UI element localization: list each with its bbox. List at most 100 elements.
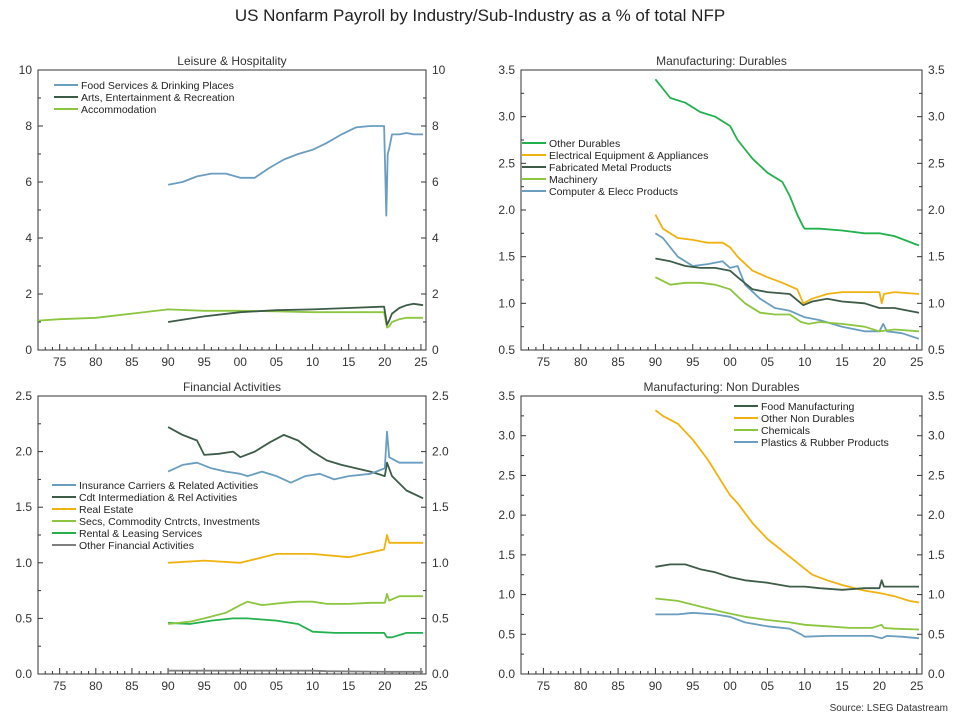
y-tick-label-right: 4 xyxy=(432,231,439,245)
y-tick-label-left: 1.5 xyxy=(498,250,515,264)
x-tick-label: 85 xyxy=(125,355,139,369)
x-tick-label: 00 xyxy=(723,355,737,369)
y-tick-label-right: 2.5 xyxy=(432,389,449,403)
legend-label: Fabricated Metal Products xyxy=(549,162,672,174)
y-tick-label-left: 0.5 xyxy=(498,343,515,357)
series-line-1 xyxy=(167,430,424,484)
series-line-2 xyxy=(654,214,920,305)
y-tick-label-right: 1.5 xyxy=(928,250,945,264)
chart-panel-3: Financial Activities 75 80 85 90 95 00 05 10 15 20… xyxy=(15,380,449,693)
x-tick-label: 05 xyxy=(761,355,775,369)
y-tick-label-right: 3.5 xyxy=(928,389,945,403)
x-tick-label: 90 xyxy=(649,355,663,369)
y-tick-label-left: 1.5 xyxy=(15,500,32,514)
series-line-2 xyxy=(167,302,424,326)
x-tick-label: 00 xyxy=(234,679,248,693)
y-tick-label-right: 0.5 xyxy=(432,611,449,625)
series-line-2 xyxy=(654,409,920,604)
y-tick-label-left: 2.5 xyxy=(498,468,515,482)
x-tick-label: 05 xyxy=(270,679,284,693)
y-tick-label-left: 1.0 xyxy=(498,296,515,310)
x-tick-label: 90 xyxy=(161,679,175,693)
panel-title: Leisure & Hospitality xyxy=(177,54,286,68)
series-line-3 xyxy=(655,257,920,314)
chart-panel-4: Manufacturing: Non Durables 75 80 85 90 95 00 0… xyxy=(498,380,945,693)
y-tick-label-right: 10 xyxy=(432,63,446,77)
y-tick-label-left: 4 xyxy=(25,231,32,245)
y-tick-label-left: 0 xyxy=(25,343,32,357)
y-tick-label-right: 6 xyxy=(432,175,439,189)
panel-title: Manufacturing: Non Durables xyxy=(643,380,799,394)
y-tick-label-left: 3.5 xyxy=(498,389,515,403)
series-line-3 xyxy=(168,534,424,564)
x-tick-label: 85 xyxy=(611,355,625,369)
legend-label: Accommodation xyxy=(81,104,156,116)
y-tick-label-left: 0.5 xyxy=(498,627,515,641)
y-tick-label-right: 2.0 xyxy=(432,445,449,459)
panel-title: Manufacturing: Durables xyxy=(656,54,787,68)
y-tick-label-right: 3.0 xyxy=(928,429,945,443)
y-tick-label-left: 6 xyxy=(25,175,32,189)
y-tick-label-right: 2 xyxy=(432,287,439,301)
x-tick-label: 05 xyxy=(761,679,775,693)
y-tick-label-right: 1.0 xyxy=(928,588,945,602)
x-tick-label: 10 xyxy=(306,355,320,369)
y-tick-label-right: 1.0 xyxy=(432,556,449,570)
y-tick-label-right: 1.5 xyxy=(432,500,449,514)
legend-label: Rental & Leasing Services xyxy=(79,528,202,540)
x-tick-label: 20 xyxy=(873,679,887,693)
legend-label: Electrical Equipment & Appliances xyxy=(549,150,708,162)
x-tick-label: 10 xyxy=(798,355,812,369)
y-tick-label-left: 3.0 xyxy=(498,110,515,124)
x-tick-label: 10 xyxy=(306,679,320,693)
x-tick-label: 25 xyxy=(910,355,924,369)
x-tick-label: 95 xyxy=(686,355,700,369)
x-tick-label: 90 xyxy=(161,355,175,369)
y-tick-label-right: 1.5 xyxy=(928,548,945,562)
series-line-1 xyxy=(654,78,920,247)
y-tick-label-left: 2.0 xyxy=(498,203,515,217)
y-tick-label-left: 1.0 xyxy=(15,556,32,570)
legend-label: Real Estate xyxy=(79,504,133,516)
x-tick-label: 00 xyxy=(723,679,737,693)
legend-label: Chemicals xyxy=(761,425,810,437)
series-line-4 xyxy=(168,593,424,625)
x-tick-label: 90 xyxy=(649,679,663,693)
y-tick-label-left: 1.5 xyxy=(498,548,515,562)
y-tick-label-right: 0.0 xyxy=(928,667,945,681)
legend-label: Insurance Carriers & Related Activities xyxy=(79,480,258,492)
y-tick-label-left: 1.0 xyxy=(498,588,515,602)
y-tick-label-left: 3.0 xyxy=(498,429,515,443)
y-tick-label-left: 0.0 xyxy=(15,667,32,681)
x-tick-label: 95 xyxy=(198,679,212,693)
chart-panel-2: Manufacturing: Durables 75 80 85 90 95 00 05 10 1… xyxy=(498,54,945,369)
x-tick-label: 25 xyxy=(414,679,428,693)
y-tick-label-right: 8 xyxy=(432,119,439,133)
legend-label: Plastics & Rubber Products xyxy=(761,437,889,449)
x-tick-label: 20 xyxy=(873,355,887,369)
y-tick-label-right: 2.0 xyxy=(928,203,945,217)
legend-label: Secs, Commodity Cntrcts, Investments xyxy=(79,516,260,528)
y-tick-label-left: 2.5 xyxy=(498,156,515,170)
series-line-5 xyxy=(168,617,424,639)
x-tick-label: 25 xyxy=(910,679,924,693)
y-tick-label-left: 8 xyxy=(25,119,32,133)
plot-frame xyxy=(520,69,923,351)
panel-title: Financial Activities xyxy=(183,380,281,394)
x-tick-label: 75 xyxy=(537,679,551,693)
x-tick-label: 85 xyxy=(611,679,625,693)
series-line-4 xyxy=(655,611,920,640)
legend-label: Food Services & Drinking Places xyxy=(81,80,234,92)
x-tick-label: 75 xyxy=(53,679,67,693)
x-tick-label: 15 xyxy=(835,355,849,369)
x-tick-label: 95 xyxy=(198,355,212,369)
x-tick-label: 15 xyxy=(342,679,356,693)
y-tick-label-left: 3.5 xyxy=(498,63,515,77)
legend-label: Food Manufacturing xyxy=(761,401,855,413)
y-tick-label-left: 0.5 xyxy=(15,611,32,625)
x-tick-label: 10 xyxy=(798,679,812,693)
x-tick-label: 05 xyxy=(270,355,284,369)
legend-label: Other Non Durables xyxy=(761,413,854,425)
